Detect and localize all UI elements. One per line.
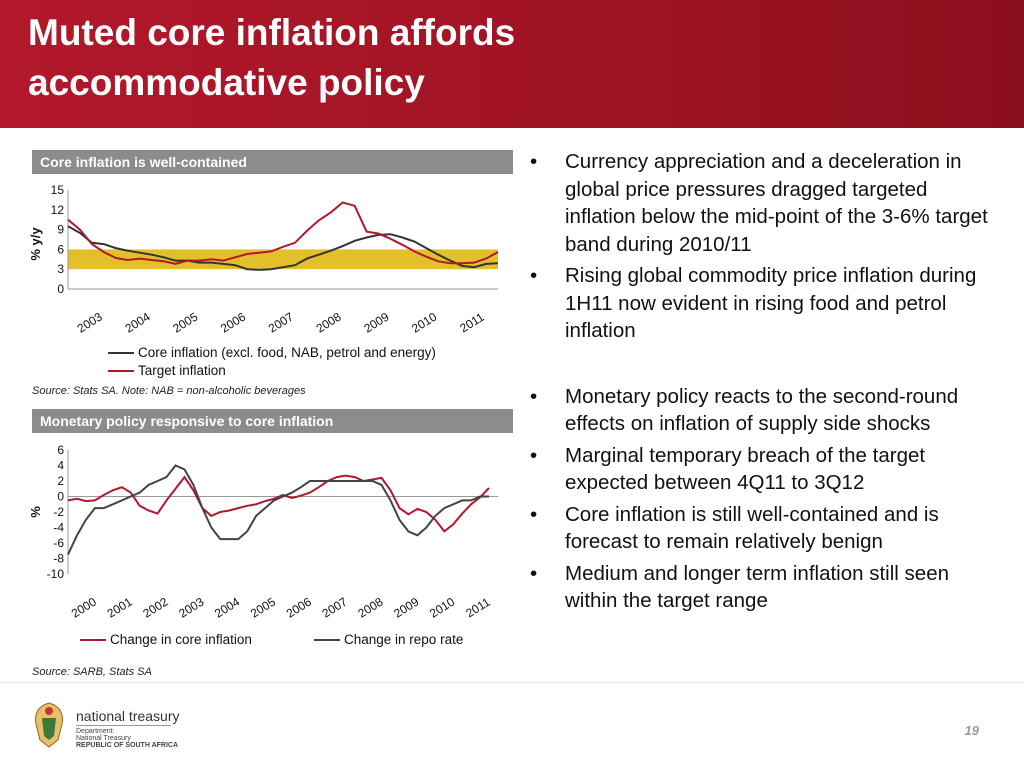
x-tick-label: 2004 — [212, 594, 242, 620]
x-tick-label: 2011 — [463, 595, 493, 621]
logo-text: national treasury — [76, 708, 180, 724]
y-tick-label: -8 — [53, 552, 64, 566]
bullet-text: Medium and longer term inflation still s… — [565, 561, 949, 613]
series-line — [67, 225, 499, 271]
y-tick-label: -4 — [53, 521, 64, 535]
bullet-item: • Marginal temporary breach of the target… — [520, 442, 990, 497]
y-axis-label: % — [28, 506, 43, 518]
y-tick-label: 0 — [57, 282, 64, 296]
bullet-text: Rising global commodity price inflation … — [565, 264, 977, 342]
bullet-item: • Currency appreciation and a deceleratio… — [520, 148, 990, 258]
bullet-list: • Currency appreciation and a deceleratio… — [520, 148, 990, 619]
page-title: Muted core inflation affords accommodati… — [28, 12, 516, 103]
bullet-text: Currency appreciation and a deceleration… — [565, 150, 988, 256]
bullet-item: • Monetary policy reacts to the second-ro… — [520, 383, 990, 438]
x-tick-label: 2004 — [123, 309, 153, 335]
bullet-text: Core inflation is still well-contained a… — [565, 502, 939, 554]
bullet-item: • Medium and longer term inflation still … — [520, 560, 990, 615]
y-tick-label: -2 — [53, 505, 64, 519]
y-tick-label: 4 — [57, 459, 64, 473]
x-tick-label: 2007 — [266, 309, 296, 335]
dept-line-1: Department: — [76, 728, 115, 735]
x-tick-label: 2003 — [176, 594, 206, 620]
bullet-dot: • — [530, 561, 538, 585]
x-tick-label: 2011 — [457, 310, 487, 336]
y-tick-label: 2 — [57, 474, 64, 488]
y-tick-label: 6 — [57, 443, 64, 457]
series-line — [67, 201, 499, 265]
bullet-text: Marginal temporary breach of the target … — [565, 443, 926, 495]
bottom-chart-header: Monetary policy responsive to core infla… — [32, 409, 513, 433]
legend-label: Change in core inflation — [110, 632, 252, 647]
legend-label: Core inflation (excl. food, NAB, petrol … — [138, 345, 436, 360]
coat-of-arms-icon — [35, 702, 63, 748]
y-axis-label: % y/y — [28, 227, 43, 261]
top-chart-source: Source: Stats SA. Note: NAB = non-alcoho… — [32, 385, 306, 397]
x-tick-label: 2009 — [361, 309, 391, 335]
bullet-dot: • — [530, 443, 538, 467]
legend-label: Target inflation — [138, 363, 226, 378]
bullet-dot: • — [530, 150, 538, 173]
x-tick-label: 2010 — [409, 309, 439, 335]
x-tick-label: 2009 — [391, 594, 421, 620]
x-tick-label: 2007 — [320, 594, 350, 620]
y-tick-label: 15 — [51, 183, 65, 197]
bullet-dot: • — [530, 264, 538, 287]
x-tick-label: 2001 — [105, 594, 135, 620]
bullet-text: Monetary policy reacts to the second-rou… — [565, 384, 959, 436]
bullet-dot: • — [530, 502, 538, 526]
dept-line-3: REPUBLIC OF SOUTH AFRICA — [76, 742, 179, 749]
y-tick-label: 9 — [57, 223, 64, 237]
y-tick-label: -10 — [47, 567, 65, 581]
bullet-item: • Core inflation is still well-contained … — [520, 501, 990, 556]
logo-divider — [76, 725, 171, 726]
series-line — [67, 474, 490, 533]
page-number: 19 — [964, 723, 979, 738]
bullet-dot: • — [530, 384, 538, 408]
y-tick-label: 6 — [57, 242, 64, 256]
x-tick-label: 2002 — [140, 594, 170, 620]
core-inflation-chart: 15 12 9 6 3 0 2003 2004 2005 2006 2007 2008 2009 2010… — [28, 183, 499, 378]
top-chart-header: Core inflation is well-contained — [32, 150, 513, 174]
dept-line-2: National Treasury — [76, 735, 131, 742]
x-tick-label: 2006 — [218, 309, 248, 335]
x-tick-label: 2008 — [355, 594, 385, 620]
legend-label: Change in repo rate — [344, 632, 463, 647]
y-tick-label: -6 — [53, 536, 64, 550]
y-tick-label: 0 — [57, 490, 64, 504]
x-tick-label: 2000 — [69, 594, 99, 620]
x-tick-label: 2008 — [314, 309, 344, 335]
title-banner: Muted core inflation affords accommodati… — [0, 0, 1024, 128]
x-tick-label: 2010 — [427, 594, 457, 620]
y-tick-label: 3 — [57, 262, 64, 276]
x-tick-label: 2005 — [248, 594, 278, 620]
series-line — [67, 464, 489, 556]
y-tick-label: 12 — [51, 203, 65, 217]
x-tick-label: 2006 — [284, 594, 314, 620]
bullet-item: • Rising global commodity price inflation… — [520, 262, 990, 345]
x-tick-label: 2005 — [170, 309, 200, 335]
bottom-chart-source: Source: SARB, Stats SA — [32, 666, 152, 678]
x-tick-label: 2003 — [75, 309, 105, 335]
